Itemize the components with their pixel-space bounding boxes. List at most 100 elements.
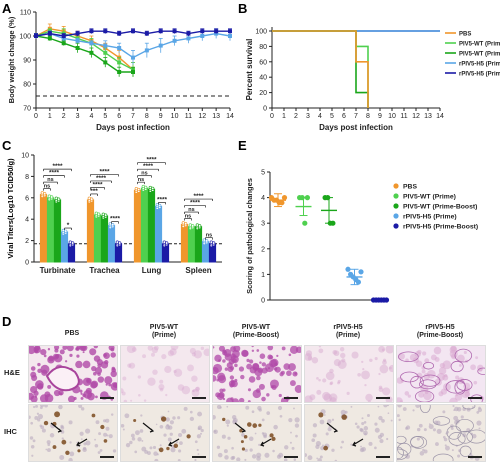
- tissue-nucleus: [379, 432, 385, 437]
- tissue-blob: [246, 358, 250, 363]
- tissue-blob: [40, 348, 47, 356]
- category-label: Spleen: [185, 266, 211, 275]
- tissue-blob: [229, 383, 234, 388]
- tissue-blob: [404, 391, 410, 396]
- tissue-nucleus: [141, 439, 144, 442]
- tissue-nucleus: [219, 406, 222, 409]
- tissue-nucleus: [416, 437, 420, 441]
- tissue-nucleus: [154, 458, 159, 461]
- y-tick-label: 70: [23, 106, 31, 113]
- tissue-blob: [430, 354, 437, 361]
- tissue-blob: [267, 367, 271, 370]
- tissue-blob: [259, 353, 266, 359]
- tissue-nucleus: [312, 423, 318, 428]
- data-point: [200, 34, 205, 38]
- tissue-nucleus: [179, 441, 183, 445]
- tissue-blob: [463, 350, 467, 355]
- data-point: [34, 34, 38, 38]
- tissue-nucleus: [416, 427, 421, 432]
- bar-dot: [141, 184, 145, 189]
- tissue-blob: [131, 347, 137, 352]
- tissue-blob: [381, 348, 385, 352]
- tissue-nucleus: [364, 433, 367, 436]
- tissue-nucleus: [354, 422, 358, 426]
- tissue-blob: [307, 356, 313, 361]
- x-tick-label: 7: [354, 113, 358, 120]
- tissue-nucleus: [374, 422, 378, 426]
- data-point: [172, 38, 177, 43]
- alveolus: [398, 351, 419, 363]
- tissue-blob: [283, 363, 291, 370]
- x-tick-label: 4: [89, 113, 93, 120]
- tissue-blob: [458, 363, 462, 367]
- sig-label: ****: [96, 175, 107, 182]
- tissue-blob: [191, 389, 195, 392]
- tissue-nucleus: [84, 428, 91, 434]
- tissue-nucleus: [178, 449, 182, 453]
- x-tick-label: 12: [198, 113, 206, 120]
- tissue-blob: [456, 354, 465, 363]
- ihc-stain-image: [28, 404, 118, 462]
- tissue-blob: [66, 346, 74, 352]
- tissue-blob: [173, 369, 177, 374]
- x-tick-label: 2: [294, 113, 298, 120]
- sig-label: ****: [52, 163, 63, 170]
- tissue-nucleus: [110, 413, 114, 416]
- tissue-nucleus: [363, 426, 369, 431]
- tissue-blob: [44, 391, 51, 398]
- tissue-blob: [121, 388, 124, 394]
- tissue-nucleus: [177, 416, 181, 420]
- tissue-blob: [30, 395, 38, 402]
- x-tick-label: 6: [342, 113, 346, 120]
- data-point: [117, 31, 122, 36]
- tissue-blob: [138, 393, 141, 397]
- tissue-blob: [337, 381, 341, 385]
- tissue-blob: [362, 368, 365, 371]
- sig-label: ns: [141, 171, 147, 177]
- tissue-blob: [121, 391, 126, 396]
- tissue-blob: [100, 361, 109, 369]
- bar-dot: [68, 240, 72, 244]
- alveolus: [454, 379, 466, 395]
- y-tick-label: 90: [23, 58, 31, 65]
- tissue-blob: [181, 385, 191, 395]
- tissue-nucleus: [76, 445, 79, 448]
- tissue-nucleus: [248, 436, 254, 442]
- scale-bar: [468, 397, 482, 399]
- histology-column-title: PIV5-WT (Prime): [149, 324, 179, 339]
- alveolus: [414, 390, 435, 402]
- tissue-blob: [222, 359, 226, 363]
- ihc-positive-cell: [241, 447, 246, 451]
- tissue-blob: [226, 397, 234, 402]
- tissue-blob: [112, 382, 117, 388]
- tissue-nucleus: [334, 459, 338, 461]
- tissue-nucleus: [450, 427, 454, 430]
- bar-dot: [155, 203, 159, 207]
- tissue-blob: [30, 371, 37, 378]
- tissue-nucleus: [244, 458, 247, 461]
- score-dot: [345, 266, 351, 272]
- sig-label: ns: [44, 184, 50, 190]
- panel-label-b: B: [238, 1, 247, 16]
- tissue-nucleus: [177, 459, 181, 461]
- tissue-nucleus: [108, 434, 113, 439]
- tissue-nucleus: [30, 445, 35, 449]
- legend-label: PIV5-WT (Prime-Boost): [459, 52, 500, 58]
- tissue-nucleus: [325, 432, 329, 436]
- bar-dot: [101, 212, 105, 216]
- tissue-nucleus: [61, 437, 64, 440]
- tissue-nucleus: [377, 405, 380, 408]
- y-axis-title: Viral Titers(Log10 TCID50/g): [6, 158, 15, 259]
- tissue-nucleus: [189, 416, 195, 422]
- tissue-nucleus: [442, 410, 446, 414]
- tissue-nucleus: [251, 410, 255, 414]
- tissue-blob: [223, 349, 232, 357]
- bar: [60, 231, 69, 263]
- tissue-nucleus: [124, 413, 130, 419]
- y-tick-label: 3: [261, 221, 265, 228]
- tissue-blob: [325, 371, 335, 381]
- tissue-nucleus: [359, 427, 363, 432]
- tissue-blob: [105, 383, 108, 386]
- bar-dot: [87, 196, 91, 200]
